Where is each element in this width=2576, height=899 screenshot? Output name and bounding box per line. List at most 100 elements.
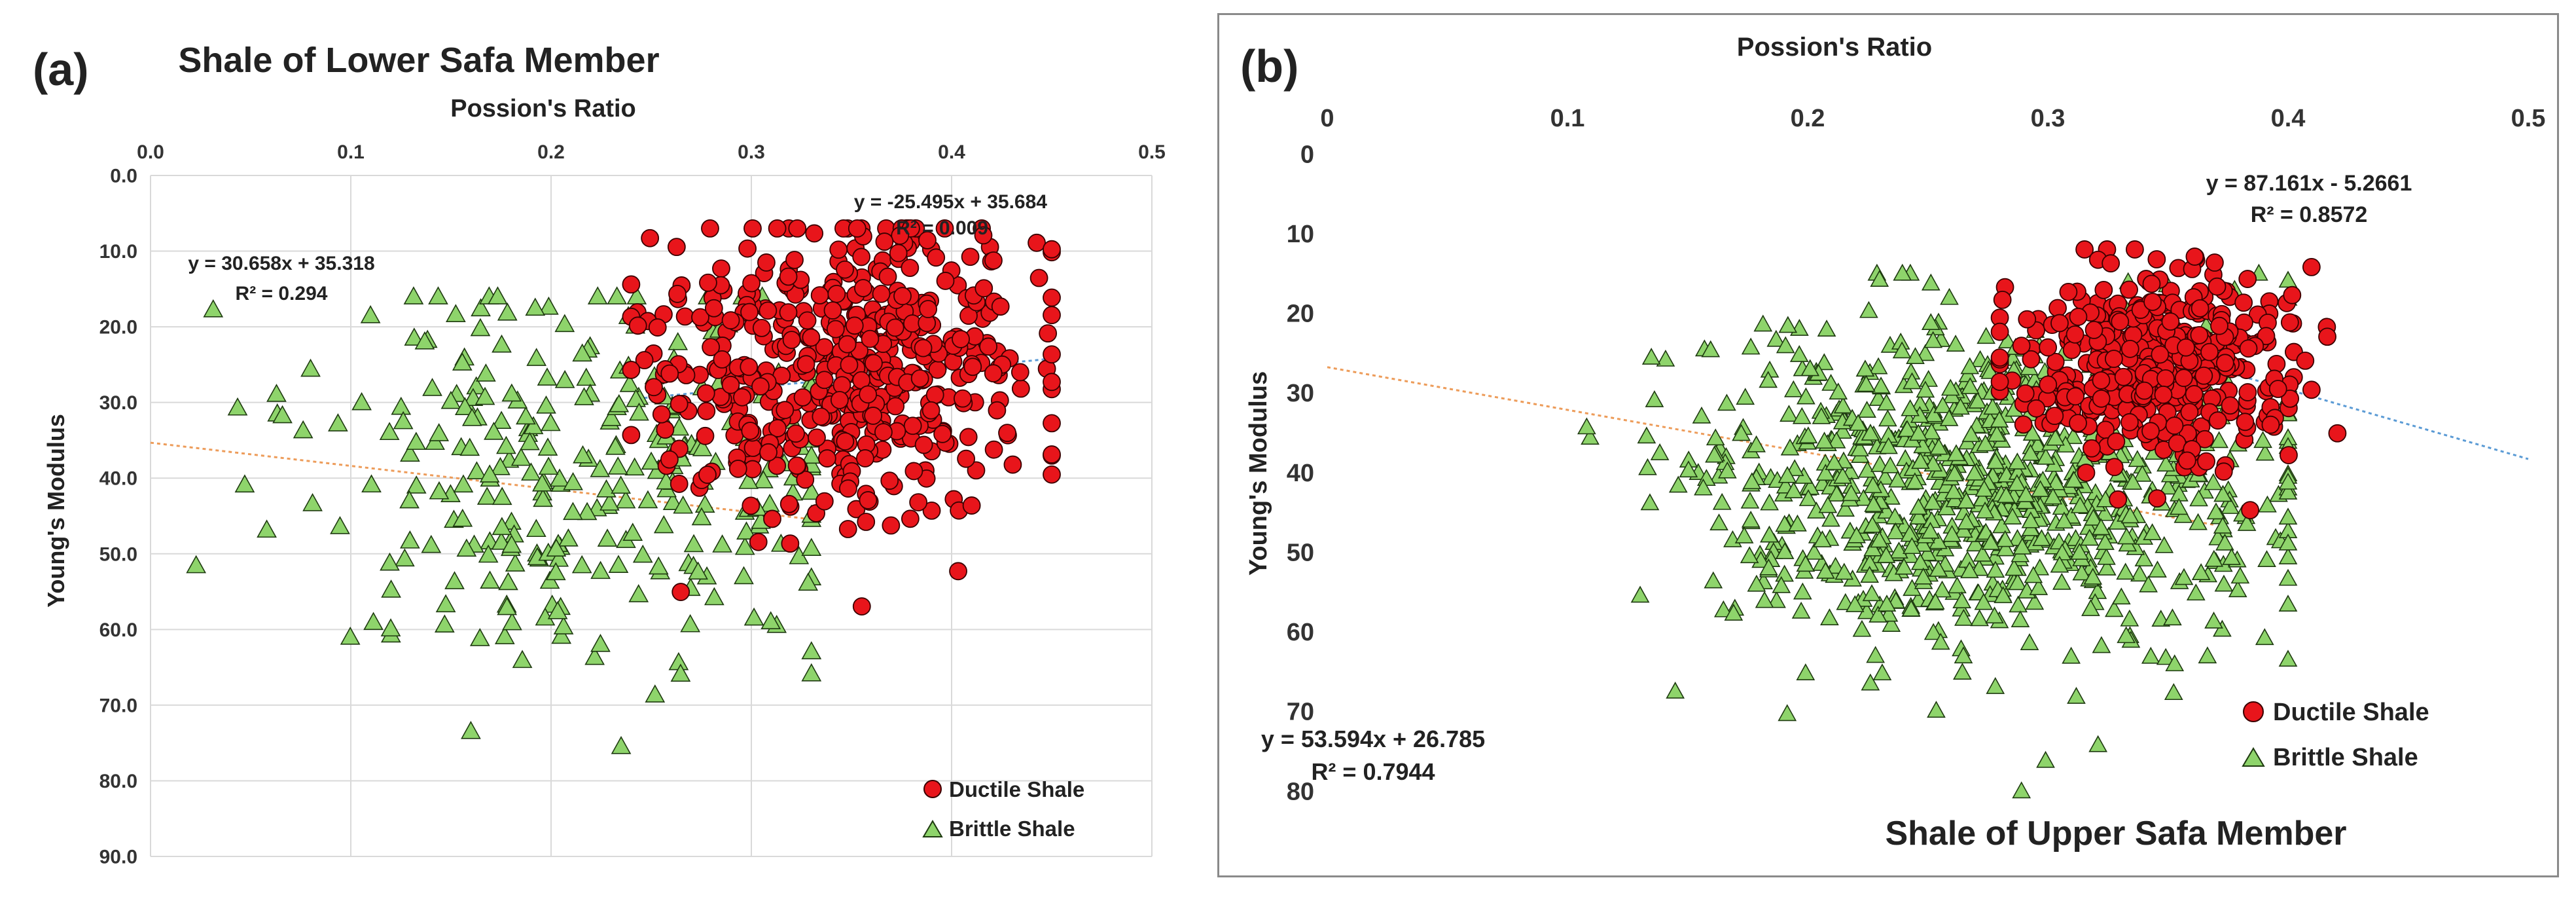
brittle-shale-point: [488, 286, 508, 304]
ductile-shale-point: [2105, 458, 2124, 477]
ductile-shale-point: [652, 405, 671, 424]
ductile-shale-point: [2177, 451, 2196, 470]
ductile-shale-point: [935, 219, 954, 238]
ductile-shale-point: [2114, 367, 2133, 386]
ductile-shale-point: [712, 259, 730, 278]
y-tick-label: 40.0: [99, 468, 137, 490]
brittle-shale-point: [2278, 568, 2298, 586]
brittle-shale-point: [1879, 437, 1898, 454]
brittle-shale-point: [502, 612, 522, 631]
brittle-shale-point: [1641, 348, 1661, 365]
brittle-shale-point: [2117, 527, 2136, 545]
brittle-shale-point: [2064, 427, 2083, 445]
brittle-shale-point: [1817, 320, 1836, 337]
brittle-shale-point: [577, 502, 598, 521]
brittle-shale-point: [670, 663, 691, 682]
ductile-shale-point: [656, 420, 675, 439]
brittle-shale-point: [1827, 485, 1846, 502]
brittle-shale-point: [1780, 405, 1798, 422]
brittle-shale-point: [1820, 608, 1839, 625]
brittle-shale-point: [1796, 663, 1816, 680]
ductile-shale-point: [2120, 413, 2139, 431]
brittle-shale-point: [1929, 532, 1948, 549]
brittle-shale-point: [1916, 344, 1935, 361]
ductile-shale-point: [1011, 379, 1030, 398]
y-tick-label: 10: [1287, 221, 1314, 248]
ductile-shale-point: [855, 449, 874, 468]
brittle-shale-point: [1923, 331, 1943, 348]
brittle-shale-point: [2070, 496, 2090, 513]
ductile-shale-point: [852, 597, 871, 615]
ductile-shale-point: [840, 356, 859, 375]
brittle-shale-point: [2081, 599, 2100, 616]
brittle-shale-point: [380, 552, 400, 571]
brittle-shale-point: [691, 507, 712, 526]
brittle-shale-point: [257, 519, 277, 538]
brittle-shale-point: [391, 396, 412, 415]
brittle-shale-point: [622, 523, 643, 541]
ductile-shale-point: [882, 516, 901, 535]
brittle-shale-point: [2230, 566, 2250, 584]
brittle-shale-point: [380, 618, 401, 636]
brittle-shale-point: [1996, 539, 2015, 557]
brittle-shale-point: [1766, 329, 1786, 347]
brittle-shale-point: [1923, 492, 1942, 510]
x-tick-label: 0: [1320, 105, 1334, 132]
brittle-shale-point: [2120, 609, 2139, 627]
brittle-shale-point: [203, 299, 224, 318]
brittle-shale-point: [1668, 475, 1688, 493]
ductile-shale-point: [788, 219, 807, 238]
brittle-shale-point: [1704, 571, 1723, 589]
brittle-shale-point: [434, 614, 455, 633]
brittle-shale-point: [1772, 576, 1791, 593]
brittle-shale-point: [1968, 392, 1988, 409]
legend-ductile-marker-b: [2243, 701, 2264, 722]
ductile-shale-point: [1043, 306, 1061, 325]
brittle-shale-point: [452, 352, 473, 371]
brittle-shale-point: [2117, 626, 2136, 644]
brittle-shale-point: [498, 572, 518, 591]
chart-b-svg: 0 0.1 0.2 0.3 0.4 0.5 0 10 20 30 40 50 60 70 80 (b) Sh…: [1240, 33, 2545, 853]
brittle-shale-point: [2032, 529, 2051, 547]
brittle-shale-point: [1918, 543, 1937, 561]
brittle-shale-point: [1905, 472, 1925, 490]
ductile-shale-point: [668, 284, 687, 303]
brittle-shale-point: [2003, 507, 2022, 524]
brittle-shale-point: [2204, 612, 2223, 629]
ductile-shale-point: [2084, 321, 2103, 339]
ductile-shale-point: [2221, 396, 2240, 415]
brittle-shale-point: [1800, 359, 1820, 376]
ductile-shale-point: [763, 509, 781, 528]
brittle-shale-point: [2206, 502, 2226, 520]
brittle-shale-point: [1833, 422, 1852, 439]
brittle-shale-point: [1855, 359, 1875, 377]
trend-r2-ductile-a: R² = 0.009: [896, 217, 988, 239]
brittle-shale-point: [1921, 273, 1941, 291]
brittle-shale-point: [479, 464, 500, 483]
brittle-shale-point: [476, 363, 496, 382]
brittle-shale-point: [2278, 507, 2298, 525]
ductile-shale-point: [2174, 369, 2193, 388]
ductile-shale-point: [1011, 363, 1029, 382]
brittle-shale-point: [2141, 646, 2160, 664]
brittle-shale-point: [601, 407, 622, 426]
ductile-shale-point: [2215, 354, 2234, 373]
ductile-shale-point: [2102, 254, 2120, 273]
ductile-shale-point: [2027, 399, 2046, 418]
ductile-shale-point: [832, 376, 851, 395]
brittle-shale-point: [1775, 515, 1795, 532]
ductile-shale-point: [1043, 414, 1061, 433]
brittle-shale-point: [2050, 555, 2069, 573]
brittle-shale-point: [1747, 574, 1766, 592]
brittle-shale-point: [704, 587, 724, 606]
ductile-shale-point: [2208, 277, 2227, 296]
brittle-shale-point: [521, 462, 541, 481]
ductile-shale-point: [768, 219, 787, 238]
brittle-shale-point: [596, 479, 617, 498]
brittle-shale-point: [1933, 396, 1952, 413]
x-axis-label-b: Possion's Ratio: [1737, 33, 1932, 62]
brittle-shale-point: [1656, 349, 1675, 367]
ductile-shale-point: [2180, 403, 2199, 422]
brittle-shale-point: [470, 318, 491, 337]
brittle-shale-point: [404, 327, 425, 346]
